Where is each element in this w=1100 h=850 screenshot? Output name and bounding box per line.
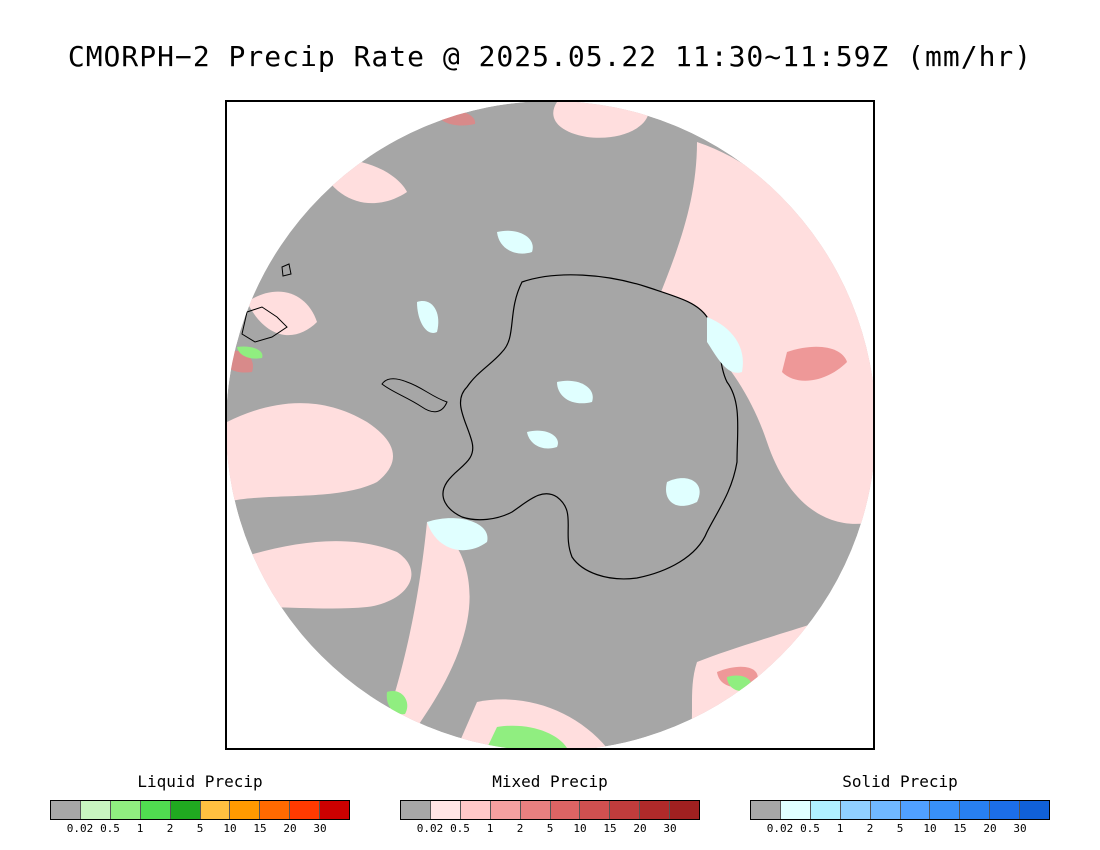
- legend-tick-label: 10: [573, 822, 587, 835]
- legend-swatch: [170, 801, 201, 819]
- legend-swatch: [990, 801, 1021, 819]
- legend-tick-label: 2: [166, 822, 174, 835]
- legend-color-bar: [400, 800, 700, 820]
- legend-tick-labels: 0.02 0.5 1 2 5 10 15 20 30: [750, 822, 1050, 836]
- legend-tick-label: 2: [516, 822, 524, 835]
- legend-tick-labels: 0.02 0.5 1 2 5 10 15 20 30: [50, 822, 350, 836]
- legend-title: Liquid Precip: [137, 772, 263, 791]
- liquid-precip-legend: Liquid Precip 0.02 0.5 1 2 5 10 15 20 30: [50, 772, 350, 836]
- map-title: CMORPH−2 Precip Rate @ 2025.05.22 11:30~…: [67, 40, 1033, 73]
- legend-swatch: [490, 801, 521, 819]
- legend-tick-label: 30: [313, 822, 327, 835]
- legend-title: Solid Precip: [842, 772, 958, 791]
- solid-precip-areas: [417, 230, 743, 551]
- legend-swatch: [200, 801, 231, 819]
- legend-swatch: [960, 801, 991, 819]
- legend-swatch: [430, 801, 461, 819]
- legend-tick-label: 15: [953, 822, 967, 835]
- legend-swatch: [140, 801, 171, 819]
- legend-swatch: [320, 801, 350, 819]
- legend-tick-label: 0.02: [66, 822, 94, 835]
- legend-swatch: [670, 801, 700, 819]
- mixed-precip-legend: Mixed Precip 0.02 0.5 1 2 5 10 15 20 30: [400, 772, 700, 836]
- liquid-precip-areas: [237, 346, 752, 748]
- legend-swatch: [460, 801, 491, 819]
- legend-swatch: [610, 801, 641, 819]
- legend-tick-label: 15: [253, 822, 267, 835]
- legend-tick-label: 5: [896, 822, 904, 835]
- legend-tick-label: 30: [1013, 822, 1027, 835]
- legend-tick-label: 15: [603, 822, 617, 835]
- legend-tick-label: 5: [196, 822, 204, 835]
- legend-swatch: [520, 801, 551, 819]
- solid-precip-legend: Solid Precip 0.02 0.5 1 2 5 10 15 20 30: [750, 772, 1050, 836]
- legend-swatch: [230, 801, 261, 819]
- legend-swatch: [900, 801, 931, 819]
- legend-tick-label: 5: [546, 822, 554, 835]
- legend-tick-label: 30: [663, 822, 677, 835]
- legend-tick-label: 0.5: [800, 822, 820, 835]
- legend-swatch: [401, 801, 431, 819]
- precip-map: [227, 102, 873, 748]
- legend-color-bar: [750, 800, 1050, 820]
- legend-swatch: [640, 801, 671, 819]
- legend-swatch: [80, 801, 111, 819]
- legend-tick-label: 10: [223, 822, 237, 835]
- legend-swatch: [870, 801, 901, 819]
- legend-tick-label: 2: [866, 822, 874, 835]
- legend-tick-label: 1: [486, 822, 494, 835]
- legend-title: Mixed Precip: [492, 772, 608, 791]
- legend-swatch: [930, 801, 961, 819]
- legend-swatch: [290, 801, 321, 819]
- legend-swatch: [580, 801, 611, 819]
- legend-tick-label: 0.5: [100, 822, 120, 835]
- legend-tick-label: 1: [836, 822, 844, 835]
- legend-tick-label: 20: [983, 822, 997, 835]
- legend-tick-label: 0.02: [766, 822, 794, 835]
- legend-tick-label: 0.02: [416, 822, 444, 835]
- legend-color-bar: [50, 800, 350, 820]
- legend-tick-labels: 0.02 0.5 1 2 5 10 15 20 30: [400, 822, 700, 836]
- legend-tick-label: 0.5: [450, 822, 470, 835]
- antarctic-peninsula-outline: [381, 378, 448, 413]
- legend-swatch: [1020, 801, 1050, 819]
- legend-swatch: [260, 801, 291, 819]
- legend-swatch: [51, 801, 81, 819]
- legend-swatch: [840, 801, 871, 819]
- legend-swatch: [550, 801, 581, 819]
- map-panel: [225, 100, 875, 750]
- legend-tick-label: 1: [136, 822, 144, 835]
- legend-swatch: [810, 801, 841, 819]
- legend-swatch: [751, 801, 781, 819]
- south-america-coast: [241, 263, 292, 343]
- legend-swatch: [110, 801, 141, 819]
- legend-swatch: [780, 801, 811, 819]
- legend-tick-label: 20: [283, 822, 297, 835]
- legend-tick-label: 20: [633, 822, 647, 835]
- legend-tick-label: 10: [923, 822, 937, 835]
